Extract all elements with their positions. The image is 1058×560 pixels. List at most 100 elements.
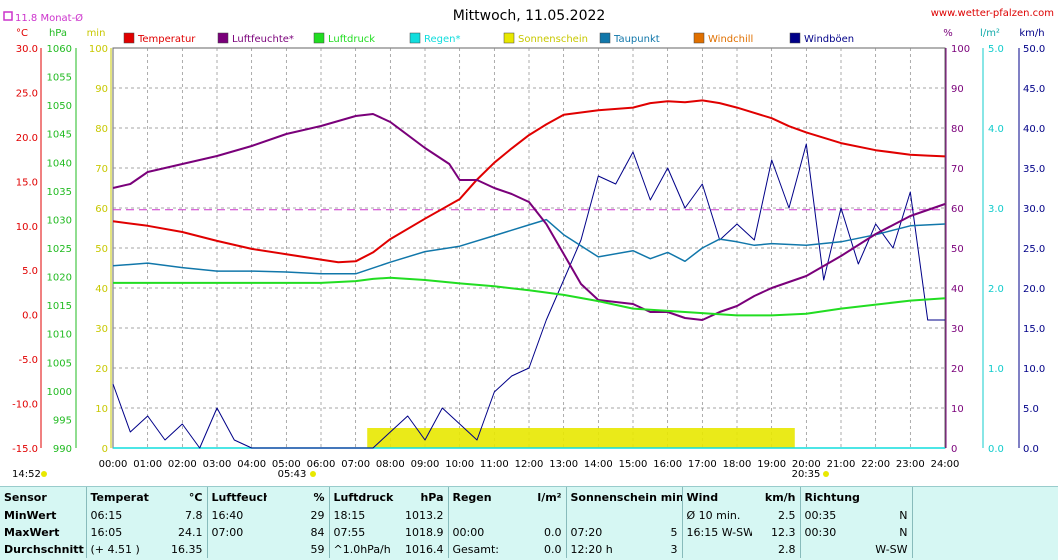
stats-row-min: MinWert 06:15 7.8 16:40 29 18:15 1013.2 …	[0, 507, 1058, 524]
legend-swatch	[217, 32, 229, 44]
stats-header-dir: Richtung	[799, 487, 913, 507]
x-tick-label: 24:00	[931, 459, 960, 470]
temp-axis-tick-label: 15.0	[16, 177, 38, 188]
stats-cell-time	[681, 541, 753, 558]
pressure-axis-tick-label: 1035	[47, 187, 72, 198]
temp-axis-tick-label: 5.0	[22, 266, 38, 277]
minutes-axis-tick-label: 40	[95, 284, 108, 295]
legend-swatch	[409, 32, 421, 44]
stats-cell-time: 16:15 W-SW	[681, 524, 753, 541]
temp-axis-tick-label: 0.0	[22, 311, 38, 322]
pressure-axis-tick-label: 1020	[47, 273, 72, 284]
pressure-axis-tick-label: 995	[53, 415, 72, 426]
rain-axis-tick-label: 1.0	[988, 364, 1004, 375]
wind-axis-tick-label: 5.0	[1023, 404, 1039, 415]
legend-swatch	[693, 32, 705, 44]
stats-row-label: MaxWert	[4, 526, 60, 539]
unit-temp: °C	[16, 28, 28, 39]
x-tick-label: 12:00	[515, 459, 544, 470]
x-tick-label: 02:00	[168, 459, 197, 470]
stats-cell-value	[514, 507, 566, 524]
legend-label: Sonnenschein	[518, 34, 588, 45]
x-tick-label: 06:00	[307, 459, 336, 470]
legend-swatch	[123, 32, 135, 44]
stats-row-label: MinWert	[4, 509, 57, 522]
sunset-icon	[823, 471, 829, 477]
wind-axis-tick-label: 30.0	[1023, 204, 1045, 215]
humidity-axis-tick-label: 0	[951, 444, 957, 455]
stats-header-empty	[911, 487, 1058, 507]
temp-axis-tick-label: -15.0	[12, 444, 38, 455]
stats-header-rain-unit: l/m²	[537, 490, 562, 504]
stats-table: Sensor Temperatur °C Luftfeuchte % Luftd…	[0, 487, 1058, 558]
pressure-series-line	[113, 276, 946, 317]
temp-axis-tick-label: 10.0	[16, 222, 38, 233]
sunshine-bar	[367, 428, 795, 448]
x-tick-label: 21:00	[827, 459, 856, 470]
weather-chart: Mittwoch, 11.05.2022 www.wetter-pfalzen.…	[3, 8, 1054, 480]
minutes-axis-tick-label: 60	[95, 204, 108, 215]
stats-cell-value: N	[899, 526, 908, 539]
chart-grid	[112, 47, 946, 449]
stats-cell-time: 16:05	[85, 524, 149, 541]
rain-axis-tick-label: 5.0	[988, 44, 1004, 55]
wind-axis-tick-label: 45.0	[1023, 84, 1045, 95]
legend-label: Luftdruck	[328, 34, 375, 45]
legend-label: Temperatur	[137, 34, 196, 45]
pressure-axis-tick-label: 1055	[47, 73, 72, 84]
rain-axis-tick-label: 0.0	[988, 444, 1004, 455]
minutes-axis-tick-label: 50	[95, 244, 108, 255]
minutes-axis-tick-label: 20	[95, 364, 108, 375]
stats-cell-value: 1016.4	[405, 543, 444, 556]
unit-rain: l/m²	[980, 28, 1000, 39]
x-tick-label: 18:00	[723, 459, 752, 470]
stats-cell-time	[206, 541, 267, 558]
pressure-axis-tick-label: 1060	[47, 44, 72, 55]
stats-cell-value: 0.0	[544, 543, 562, 556]
stats-cell-time	[799, 541, 861, 558]
stats-header-hum-unit: %	[313, 490, 325, 504]
humidity-series-line	[112, 113, 946, 321]
wind-axis-tick-label: 40.0	[1023, 124, 1045, 135]
stats-header-press: Luftdruck	[328, 487, 394, 507]
legend-label: Regen*	[424, 34, 461, 45]
stats-cell-value: 59	[310, 543, 325, 556]
legend-swatch	[313, 32, 325, 44]
stats-cell-value: 7.8	[185, 509, 203, 522]
humidity-axis-tick-label: 30	[951, 324, 964, 335]
stats-header-press-unit: hPa	[420, 490, 444, 504]
pressure-axis-tick-label: 1040	[47, 158, 72, 169]
unit-pct: %	[943, 28, 953, 39]
stats-header-row: Sensor Temperatur °C Luftfeuchte % Luftd…	[0, 487, 1058, 507]
legend-label: Windböen	[804, 34, 854, 45]
stats-cell-time: Ø 10 min.	[681, 507, 753, 524]
temp-axis-tick-label: -10.0	[12, 400, 38, 411]
minutes-axis-tick-label: 0	[102, 444, 108, 455]
pressure-axis-tick-label: 1010	[47, 330, 72, 341]
pressure-axis-tick-label: 1030	[47, 215, 72, 226]
stats-cell-value	[640, 507, 682, 524]
stats-row-label: Durchschnitt	[4, 543, 84, 556]
humidity-axis-tick-label: 40	[951, 284, 964, 295]
x-tick-label: 03:00	[203, 459, 232, 470]
x-tick-label: 11:00	[480, 459, 509, 470]
x-tick-label: 10:00	[445, 459, 474, 470]
site-link[interactable]: www.wetter-pfalzen.com	[931, 8, 1054, 19]
humidity-axis-tick-label: 60	[951, 204, 964, 215]
temp-axis-tick-label: 30.0	[16, 44, 38, 55]
x-tick-label: 15:00	[619, 459, 648, 470]
x-tick-label: 09:00	[411, 459, 440, 470]
stats-cell-value: 5	[670, 526, 678, 539]
stats-header-temp: Temperatur	[85, 487, 149, 507]
stats-cell-empty	[911, 541, 1058, 558]
stats-cell-value: 2.5	[778, 509, 796, 522]
stats-cell-value: 3	[670, 543, 678, 556]
x-tick-label: 14:00	[584, 459, 613, 470]
humidity-axis-tick-label: 100	[951, 44, 970, 55]
humidity-axis-tick-label: 10	[951, 404, 964, 415]
stats-header-rain: Regen	[447, 487, 514, 507]
legend-swatch	[503, 32, 515, 44]
stats-cell-time: 00:30	[799, 524, 861, 541]
monthly-avg-marker-icon	[3, 11, 13, 21]
stats-header-sun: Sonnenschein min	[565, 487, 683, 507]
